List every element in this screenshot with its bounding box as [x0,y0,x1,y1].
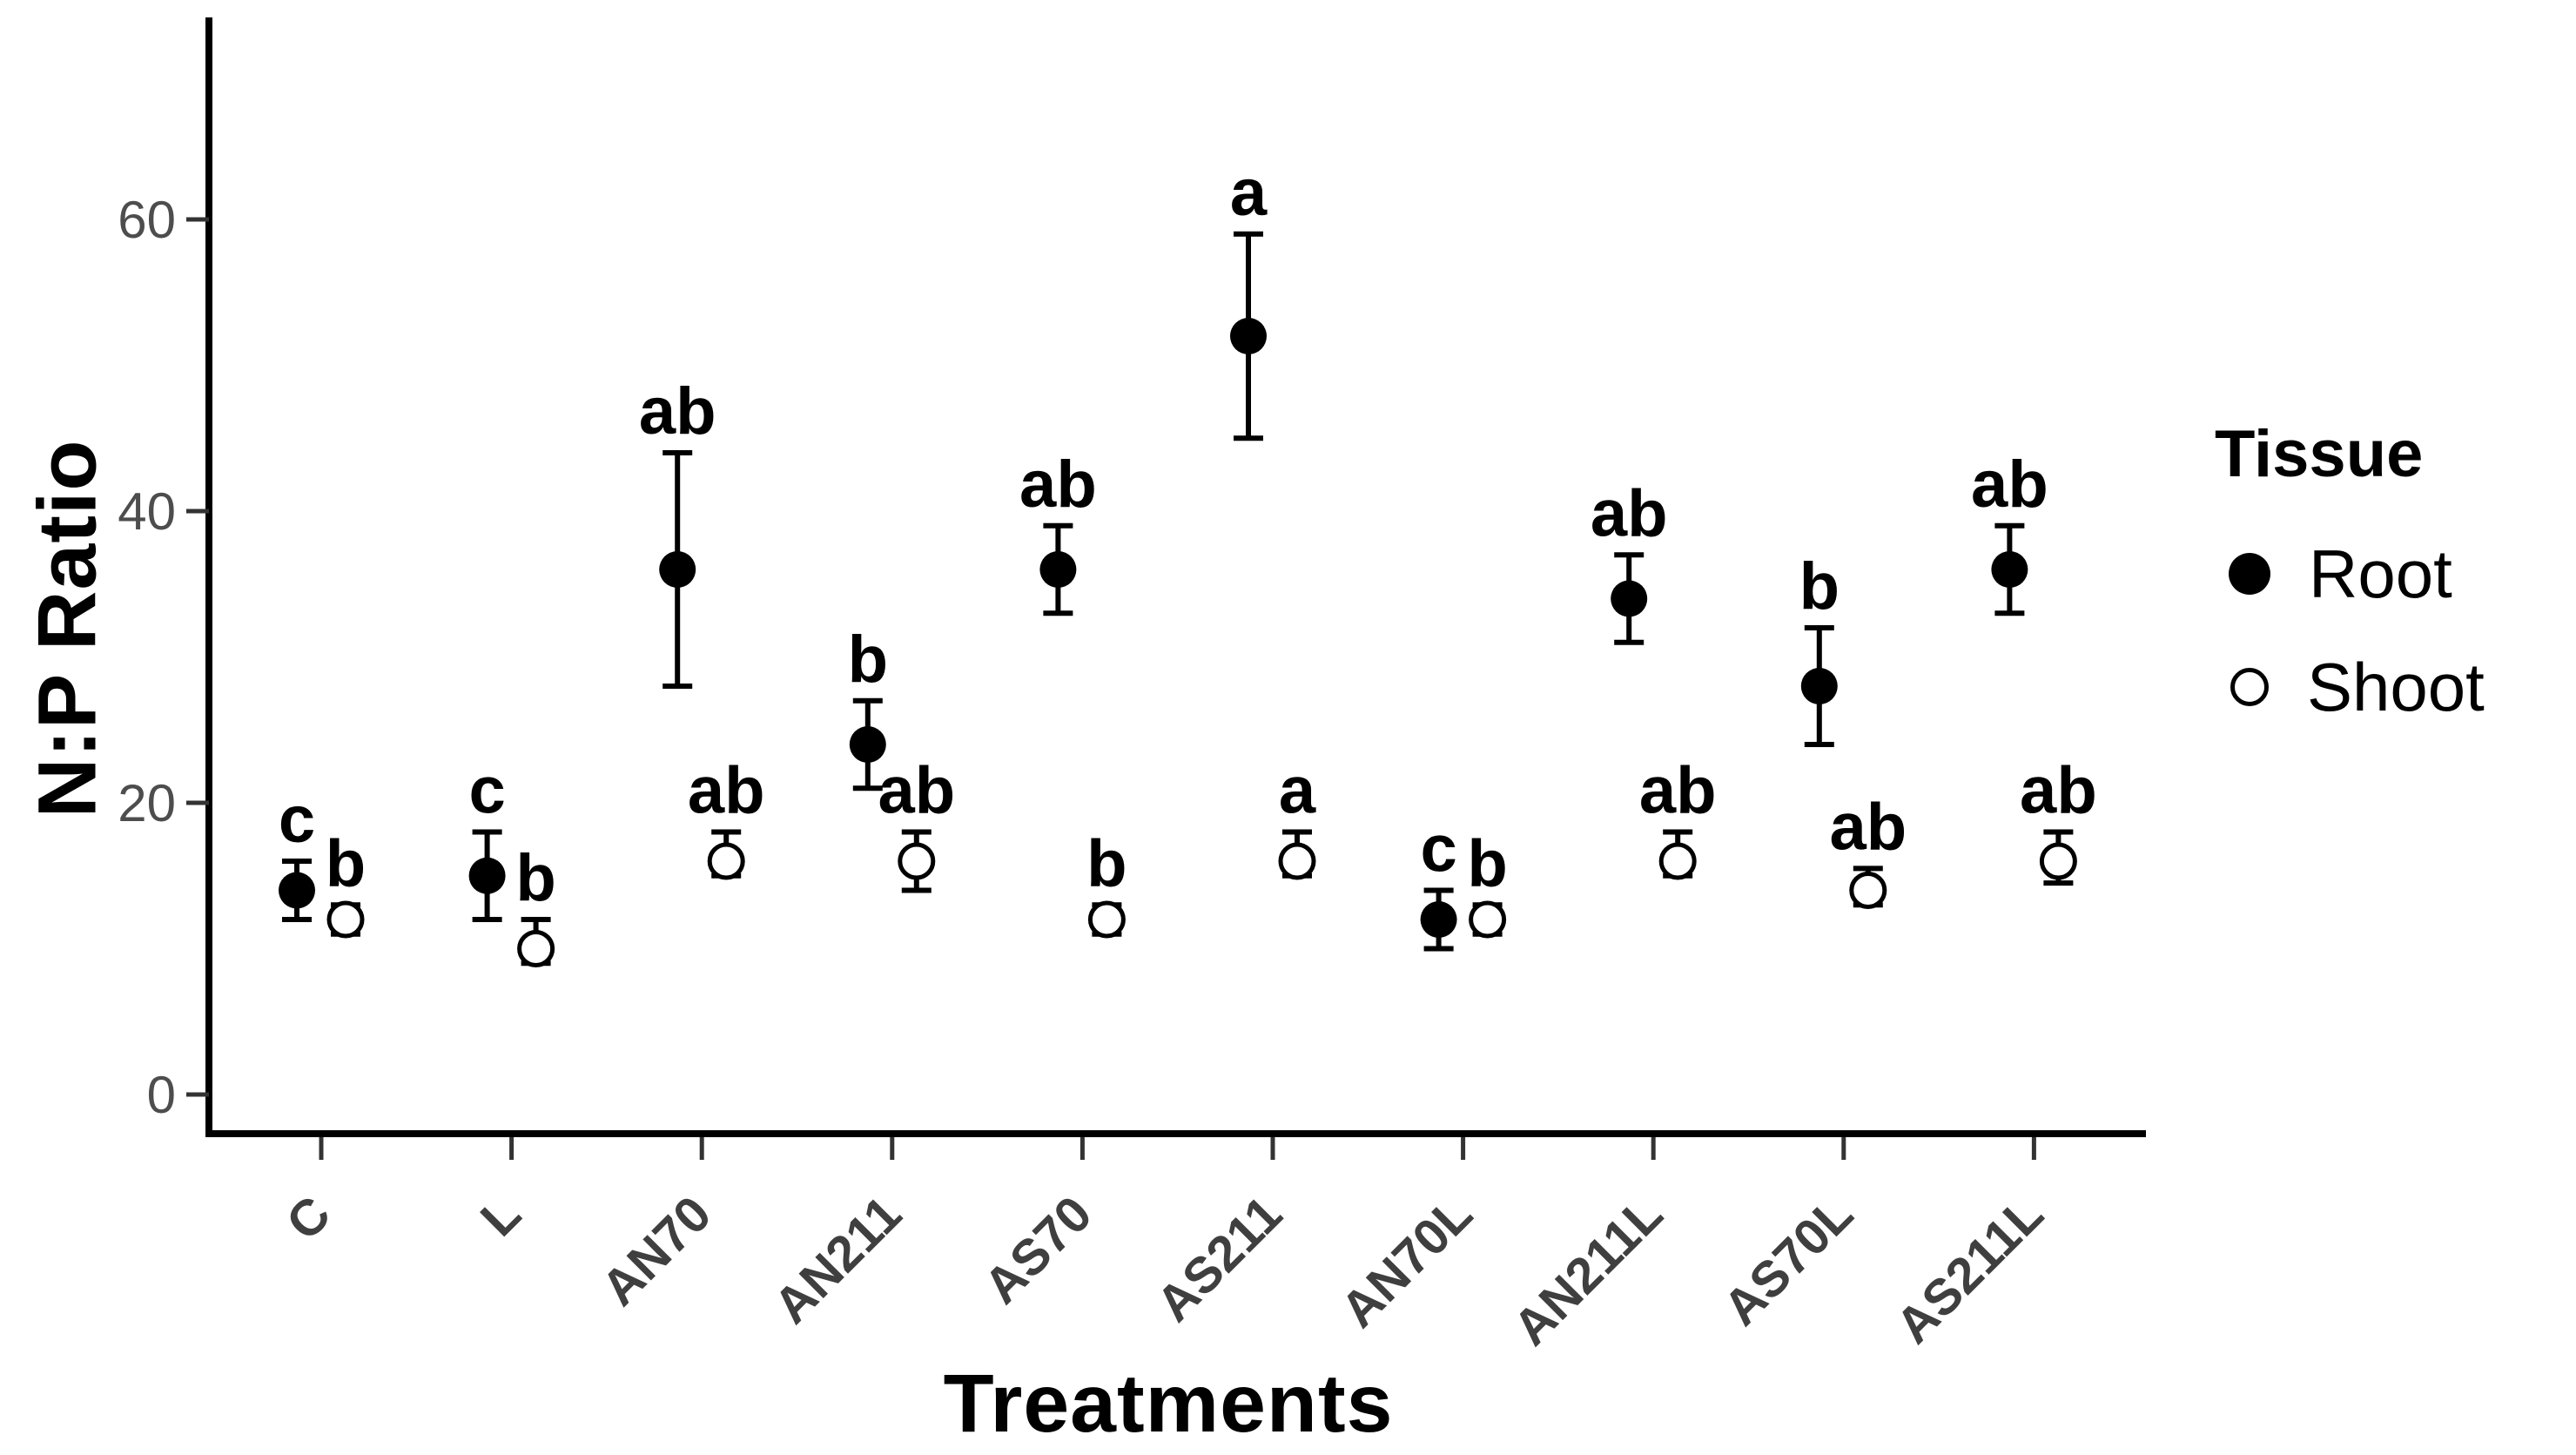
data-point-root-AS211L [1991,551,2028,588]
sig-letter-root-L: c [468,754,505,828]
data-point-root-AN70 [659,551,696,588]
data-point-shoot-AN211 [898,842,936,880]
data-point-root-AS70 [1039,551,1077,588]
legend-item-shoot: Shoot [2213,648,2561,725]
data-point-root-AN70L [1420,901,1457,938]
data-point-shoot-AS211 [1278,842,1316,880]
y-axis-title: N:P Ratio [21,439,114,818]
x-axis-title: Treatments [943,1357,1394,1450]
shoot-open-circle-icon [2230,668,2269,706]
data-point-shoot-AS211L [2039,842,2077,880]
sig-letter-shoot-AS211: a [1279,754,1316,828]
data-point-shoot-AN70L [1469,900,1507,939]
legend-label-root: Root [2309,535,2452,612]
data-point-root-AS70L [1800,668,1838,704]
data-point-shoot-L [517,930,555,967]
sig-letter-shoot-AN211L: ab [1639,754,1717,828]
x-tick-label: AN211L [1503,1185,1673,1356]
data-point-shoot-AS70 [1087,900,1126,939]
sig-letter-root-AN211L: ab [1591,476,1668,550]
sig-letter-shoot-AS70L: ab [1829,790,1907,864]
x-tick-label: AN211 [763,1185,912,1334]
data-point-root-AS211 [1230,318,1267,354]
x-tick-label: AN70 [591,1185,723,1317]
x-tick-label: C [276,1185,342,1251]
data-point-root-AN211 [849,726,886,763]
data-point-root-C [279,872,315,909]
x-tick-label: L [470,1185,532,1247]
sig-letter-shoot-C: b [326,826,366,900]
sig-letter-root-AS70: ab [1019,448,1097,522]
legend-title: Tissue [2215,417,2424,491]
legend-item-root: Root [2213,536,2561,612]
sig-letter-shoot-AN70L: b [1467,826,1507,900]
data-point-shoot-AN211L [1658,842,1697,880]
sig-letter-root-AS211: a [1230,156,1268,230]
data-point-shoot-AS70L [1849,872,1887,909]
sig-letter-shoot-AS211L: ab [2020,754,2097,828]
sig-letter-root-AN70: ab [639,374,716,448]
sig-letter-shoot-AN211: ab [878,754,955,828]
sig-letter-root-C: c [279,783,315,857]
legend: Tissue Root Shoot [2213,416,2561,764]
x-tick-label: AS211L [1885,1185,2054,1354]
sig-letter-root-AS211L: ab [1971,448,2048,522]
data-point-root-AN211L [1611,580,1648,617]
data-point-root-L [468,857,506,894]
sig-letter-root-AN70L: c [1420,812,1456,886]
sig-letter-shoot-AS70: b [1086,826,1127,900]
sig-letter-shoot-L: b [515,841,555,915]
data-point-shoot-AN70 [707,842,745,880]
y-tick-label: 40 [118,482,176,541]
y-tick-label: 20 [118,774,176,832]
sig-letter-shoot-AN70: ab [688,754,765,828]
x-tick-label: AN70L [1330,1185,1483,1338]
x-tick-label: AS70L [1712,1185,1864,1337]
x-tick-label: AS70 [973,1185,1103,1315]
legend-label-shoot: Shoot [2307,648,2485,725]
data-point-shoot-C [326,900,365,939]
y-tick-label: 0 [147,1066,176,1124]
sig-letter-root-AS70L: b [1799,549,1840,623]
x-tick-label: AS211 [1146,1185,1293,1332]
root-filled-circle-icon [2229,553,2270,595]
y-tick-label: 60 [118,191,176,249]
sig-letter-root-AN211: b [848,623,888,697]
